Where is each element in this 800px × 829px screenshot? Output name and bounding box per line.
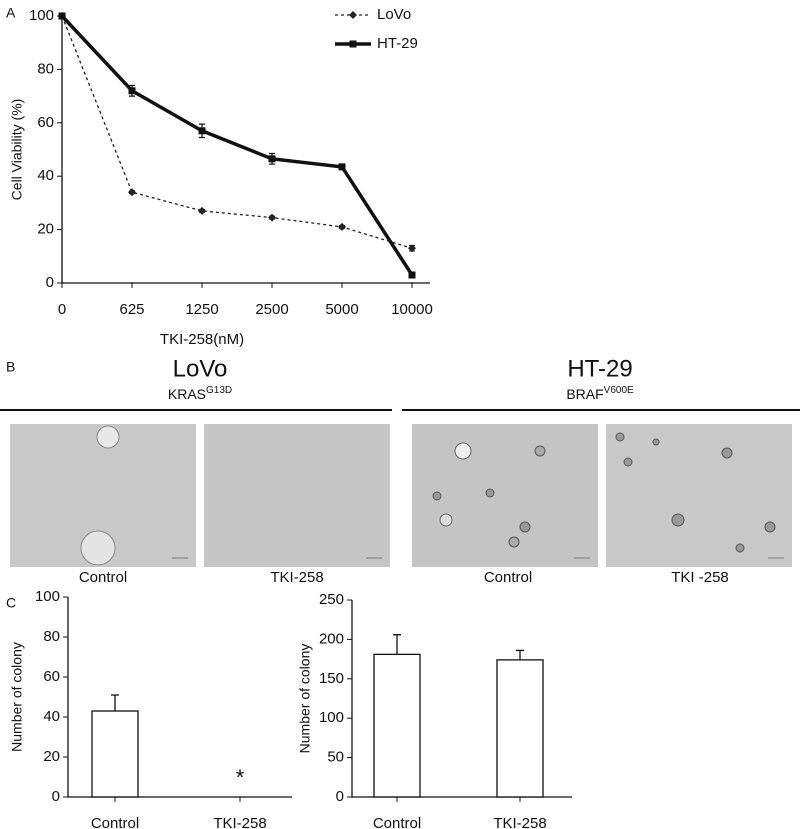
panel-label: A	[6, 5, 16, 21]
y-tick-label: 200	[319, 630, 344, 647]
error-bar	[393, 634, 401, 655]
micrograph-caption: Control	[484, 569, 532, 586]
marker	[408, 271, 416, 279]
y-tick-label: 80	[43, 628, 60, 645]
error-bar	[516, 649, 524, 660]
marker	[338, 163, 346, 171]
y-tick-label: 0	[336, 788, 344, 805]
marker	[198, 127, 206, 135]
y-tick-label: 250	[319, 591, 344, 608]
y-tick-label: 40	[37, 167, 54, 184]
x-tick-label: Control	[373, 815, 421, 829]
marker	[58, 12, 66, 20]
legend-label: LoVo	[377, 6, 411, 23]
gene: KRAS	[168, 386, 206, 402]
y-axis-label: Cell Viability (%)	[9, 99, 25, 201]
x-tick-label: TKI-258	[213, 815, 266, 829]
marker	[198, 206, 206, 215]
mutation: G13D	[206, 385, 232, 396]
marker	[128, 188, 136, 197]
error-bar	[111, 694, 119, 711]
x-tick-label: 10000	[391, 301, 433, 318]
y-tick-label: 60	[43, 668, 60, 685]
x-tick-label: 625	[119, 301, 144, 318]
y-tick-label: 20	[43, 748, 60, 765]
group-title: LoVo	[173, 355, 228, 382]
x-tick-label: 2500	[255, 301, 288, 318]
micrograph-caption: Control	[79, 569, 127, 586]
bar	[496, 659, 544, 798]
y-tick-label: 80	[37, 60, 54, 77]
micrograph	[412, 424, 598, 567]
legend-label: HT-29	[377, 35, 418, 52]
x-tick-label: 5000	[325, 301, 358, 318]
micrograph	[204, 424, 390, 567]
marker	[408, 244, 416, 253]
x-tick-label: 1250	[185, 301, 218, 318]
y-tick-label: 60	[37, 114, 54, 131]
marker	[128, 87, 136, 95]
x-tick-label: Control	[91, 815, 139, 829]
marker	[268, 213, 276, 222]
y-tick-label: 0	[52, 788, 60, 805]
group-genotype: KRASG13D	[168, 385, 232, 402]
x-tick-label: 0	[58, 301, 66, 318]
y-tick-label: 100	[29, 7, 54, 24]
marker	[349, 11, 357, 19]
y-tick-label: 50	[327, 749, 344, 766]
x-tick-label: TKI-258	[493, 815, 546, 829]
y-tick-label: 100	[35, 588, 60, 605]
marker	[268, 155, 276, 163]
y-tick-label: 0	[46, 274, 54, 291]
gene: BRAF	[566, 386, 603, 402]
series-line	[61, 15, 413, 249]
marker	[338, 222, 346, 231]
micrograph-caption: TKI-258	[270, 569, 323, 586]
y-axis-label: Number of colony	[297, 644, 313, 754]
y-tick-label: 20	[37, 221, 54, 238]
group-title: HT-29	[567, 355, 632, 382]
panel-label: B	[6, 359, 15, 375]
y-tick-label: 150	[319, 670, 344, 687]
micrograph	[606, 424, 792, 567]
bar	[373, 653, 421, 798]
y-axis-label: Number of colony	[9, 642, 25, 752]
group-genotype: BRAFV600E	[566, 385, 634, 402]
marker	[349, 40, 357, 48]
y-tick-label: 40	[43, 708, 60, 725]
annotation: *	[236, 765, 245, 790]
panel-label: C	[6, 595, 16, 611]
series-line	[60, 14, 414, 276]
micrograph	[10, 424, 196, 567]
bar	[91, 710, 139, 798]
y-tick-label: 100	[319, 709, 344, 726]
mutation: V600E	[604, 385, 634, 396]
micrograph-caption: TKI -258	[671, 569, 729, 586]
x-axis-label: TKI-258(nM)	[160, 331, 244, 348]
